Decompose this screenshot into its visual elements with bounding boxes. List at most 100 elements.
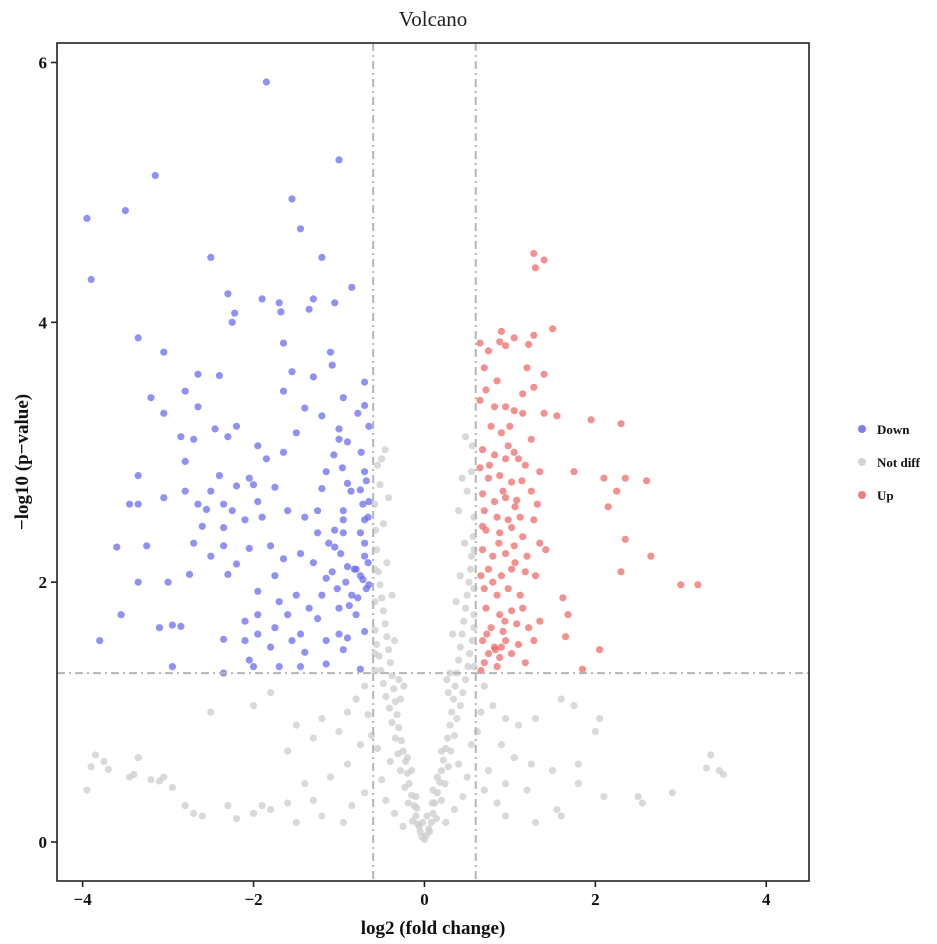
point-down <box>181 457 189 465</box>
point-not-diff <box>361 789 369 797</box>
point-not-diff <box>449 695 458 703</box>
point-down <box>296 663 305 671</box>
point-not-diff <box>456 643 464 651</box>
point-not-diff <box>168 783 176 792</box>
point-down <box>181 487 189 495</box>
point-not-diff <box>390 637 399 645</box>
point-down <box>245 656 253 664</box>
point-down <box>262 78 270 86</box>
point-not-diff <box>373 744 382 753</box>
point-up <box>553 412 561 420</box>
point-down <box>211 425 219 433</box>
point-down <box>134 578 142 586</box>
point-down <box>147 394 155 402</box>
point-down <box>347 487 355 495</box>
point-up <box>643 477 651 485</box>
point-up <box>504 585 512 593</box>
point-down <box>322 468 330 476</box>
point-up <box>536 539 544 547</box>
point-down <box>232 482 241 490</box>
point-not-diff <box>502 780 510 788</box>
point-up <box>499 627 507 636</box>
point-up <box>497 572 505 580</box>
point-up <box>496 472 504 480</box>
point-not-diff <box>489 702 497 710</box>
point-not-diff <box>383 633 391 641</box>
point-down <box>361 378 369 386</box>
point-not-diff <box>531 715 540 723</box>
point-not-diff <box>378 594 386 602</box>
point-down <box>309 559 317 567</box>
y-tick-label: 0 <box>39 833 48 852</box>
point-up <box>677 581 685 589</box>
point-down <box>279 339 288 347</box>
point-down <box>305 305 313 313</box>
point-up <box>496 653 504 662</box>
point-up <box>570 468 578 476</box>
axes: −4 −2 0 2 4 0 2 4 6 <box>39 53 772 909</box>
point-not-diff <box>258 802 266 810</box>
point-not-diff <box>444 689 452 697</box>
point-down <box>339 529 347 537</box>
point-not-diff <box>461 433 470 441</box>
point-down <box>318 412 326 420</box>
point-up <box>487 624 495 632</box>
point-not-diff <box>702 764 711 772</box>
point-down <box>309 373 317 381</box>
point-not-diff <box>100 757 108 766</box>
point-down <box>284 507 292 515</box>
point-up <box>596 646 604 654</box>
point-not-diff <box>449 630 457 638</box>
point-up <box>600 474 608 482</box>
point-not-diff <box>502 715 510 723</box>
point-not-diff <box>443 676 451 684</box>
point-down <box>134 500 142 508</box>
point-down <box>258 513 266 521</box>
point-down <box>220 524 228 532</box>
point-up <box>490 403 499 411</box>
point-down <box>318 591 326 599</box>
point-down <box>231 309 239 317</box>
point-up <box>613 487 621 495</box>
point-up <box>525 340 533 348</box>
point-not-diff <box>224 802 232 810</box>
point-not-diff <box>468 637 476 645</box>
point-down <box>232 422 241 430</box>
point-not-diff <box>477 708 485 716</box>
point-down <box>277 308 285 316</box>
point-not-diff <box>461 539 469 547</box>
point-not-diff <box>458 474 466 482</box>
point-not-diff <box>574 760 582 768</box>
point-down <box>361 401 369 410</box>
point-down <box>322 637 330 645</box>
point-up <box>510 334 518 342</box>
point-down <box>361 552 369 560</box>
point-down <box>279 387 288 395</box>
point-down <box>356 486 364 494</box>
point-down <box>352 565 360 573</box>
point-not-diff <box>467 468 476 476</box>
point-not-diff <box>470 663 478 671</box>
point-up <box>480 585 488 593</box>
point-not-diff <box>455 760 463 768</box>
point-down <box>151 171 159 180</box>
point-up <box>484 474 493 482</box>
point-up <box>497 643 505 651</box>
point-down <box>96 637 104 645</box>
point-not-diff <box>452 598 460 606</box>
point-down <box>361 627 369 636</box>
x-axis-label: log2 (fold change) <box>361 918 506 939</box>
point-down <box>345 602 353 610</box>
point-not-diff <box>460 617 468 625</box>
point-not-diff <box>461 604 470 612</box>
point-down <box>343 634 352 642</box>
point-not-diff <box>408 767 416 775</box>
point-down <box>190 539 198 547</box>
point-down <box>194 500 202 508</box>
point-not-diff <box>463 591 471 599</box>
point-up <box>540 409 548 417</box>
point-down <box>365 422 373 430</box>
point-not-diff <box>433 773 441 781</box>
point-up <box>617 420 625 428</box>
point-up <box>477 572 485 580</box>
